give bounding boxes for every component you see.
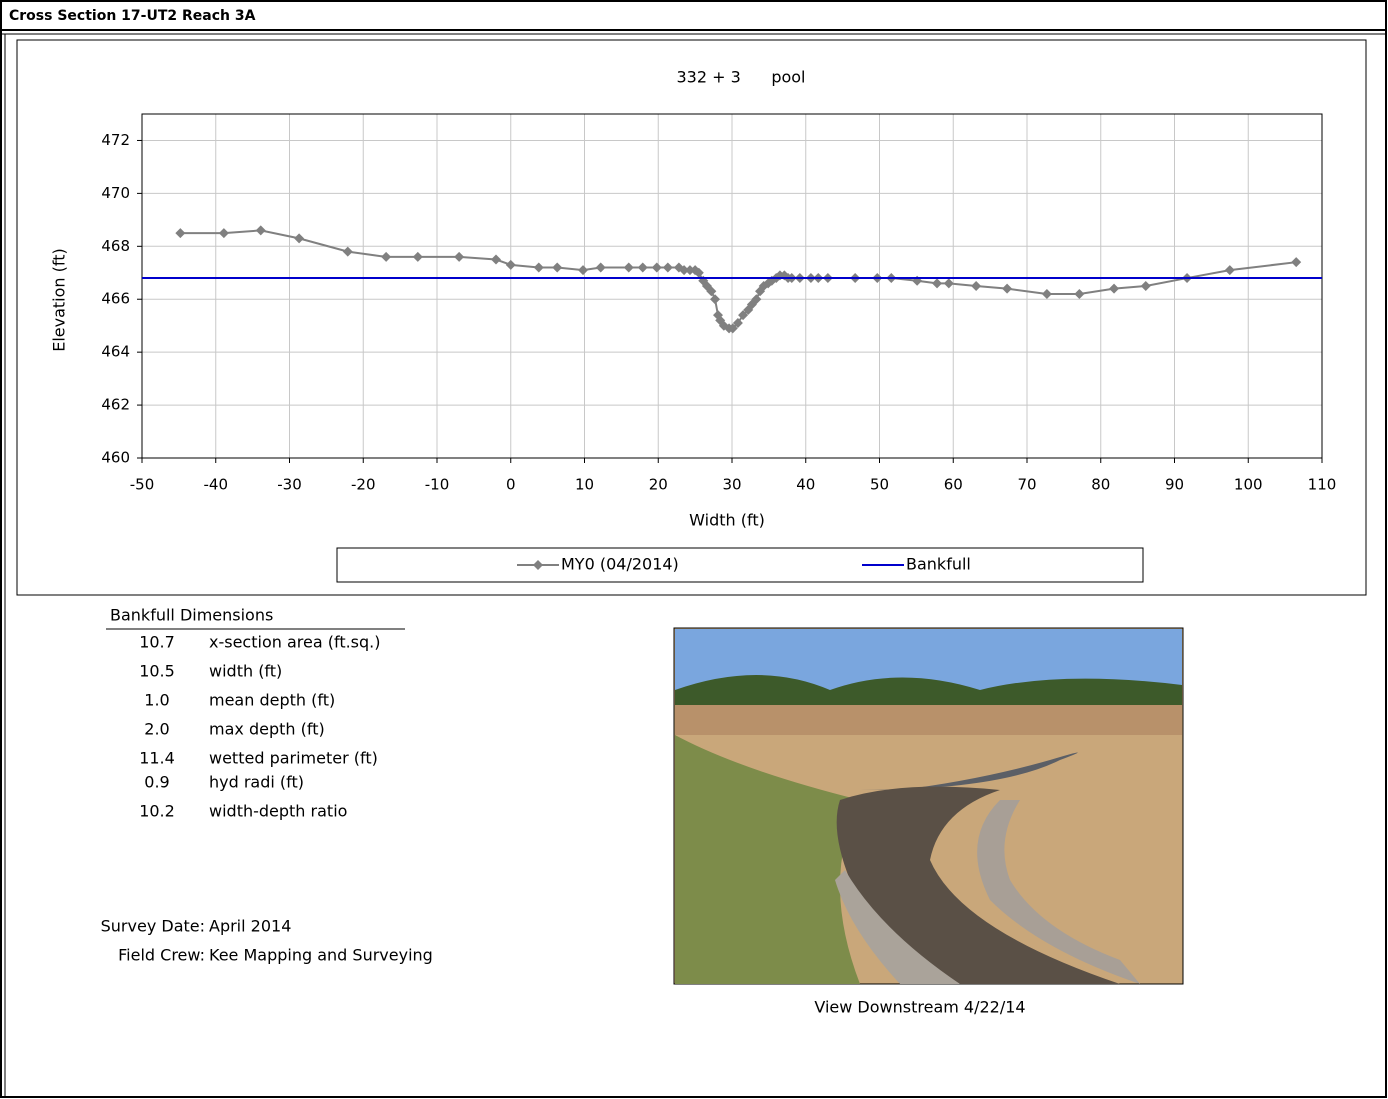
- y-tick-label: 466: [101, 290, 130, 308]
- survey-label: Field Crew:: [118, 946, 205, 965]
- data-point: [175, 228, 186, 239]
- data-point: [679, 265, 690, 276]
- x-tick-label: -30: [277, 476, 302, 494]
- legend-label: Bankfull: [906, 555, 971, 574]
- data-point: [1224, 265, 1235, 276]
- dimension-value: 0.9: [144, 773, 169, 792]
- survey-label: Survey Date:: [101, 917, 205, 936]
- survey-value: April 2014: [209, 917, 291, 936]
- x-tick-label: 30: [722, 476, 741, 494]
- survey-value: Kee Mapping and Surveying: [209, 946, 433, 965]
- data-point: [932, 278, 943, 289]
- data-point: [1074, 288, 1085, 299]
- y-tick-label: 468: [101, 237, 130, 255]
- data-point: [1109, 283, 1120, 294]
- photo-caption: View Downstream 4/22/14: [814, 998, 1025, 1017]
- data-point: [637, 262, 648, 273]
- data-point: [533, 262, 544, 273]
- x-tick-label: -50: [130, 476, 155, 494]
- data-point: [662, 262, 673, 273]
- dimension-value: 10.5: [139, 662, 175, 681]
- data-point: [505, 259, 516, 270]
- dimension-value: 2.0: [144, 720, 169, 739]
- legend-marker: [533, 560, 543, 570]
- x-tick-label: -20: [351, 476, 376, 494]
- x-tick-label: -10: [425, 476, 450, 494]
- x-tick-label: 60: [944, 476, 963, 494]
- dimensions-title: Bankfull Dimensions: [110, 606, 273, 625]
- dimension-value: 11.4: [139, 749, 175, 768]
- data-point: [412, 251, 423, 262]
- dimension-label: width-depth ratio: [209, 802, 347, 821]
- x-tick-label: 10: [575, 476, 594, 494]
- plot-area: [141, 113, 1323, 459]
- data-point: [255, 225, 266, 236]
- photo: [673, 627, 1184, 985]
- data-point: [218, 228, 229, 239]
- y-tick-label: 470: [101, 184, 130, 202]
- y-tick-label: 460: [101, 449, 130, 467]
- y-axis-label: Elevation (ft): [50, 248, 69, 352]
- x-tick-label: 90: [1165, 476, 1184, 494]
- data-point: [381, 251, 392, 262]
- data-point: [684, 265, 695, 276]
- data-point: [1041, 288, 1052, 299]
- dimension-label: mean depth (ft): [209, 691, 335, 710]
- dimension-label: hyd radi (ft): [209, 773, 304, 792]
- data-point: [1002, 283, 1013, 294]
- data-point: [623, 262, 634, 273]
- y-tick-label: 464: [101, 343, 130, 361]
- data-point: [751, 294, 762, 305]
- x-tick-label: 110: [1308, 476, 1337, 494]
- dimension-label: width (ft): [209, 662, 282, 681]
- header-title: Cross Section 17-UT2 Reach 3A: [9, 8, 256, 24]
- dimension-value: 10.2: [139, 802, 175, 821]
- data-point: [727, 323, 738, 334]
- dimension-label: x-section area (ft.sq.): [209, 633, 381, 652]
- data-point: [710, 294, 721, 305]
- data-point: [1291, 257, 1302, 268]
- data-point: [294, 233, 305, 244]
- dimension-label: max depth (ft): [209, 720, 325, 739]
- x-tick-label: 50: [870, 476, 889, 494]
- x-tick-label: 80: [1091, 476, 1110, 494]
- data-point: [454, 251, 465, 262]
- data-point: [342, 246, 353, 257]
- x-tick-label: 20: [649, 476, 668, 494]
- dimension-value: 1.0: [144, 691, 169, 710]
- data-point: [693, 267, 704, 278]
- x-tick-label: 40: [796, 476, 815, 494]
- data-point: [738, 310, 749, 321]
- data-point: [1140, 281, 1151, 291]
- x-axis-label: Width (ft): [689, 511, 765, 530]
- data-point: [706, 286, 717, 297]
- x-tick-label: 100: [1234, 476, 1263, 494]
- y-tick-label: 472: [101, 131, 130, 149]
- dimension-value: 10.7: [139, 633, 175, 652]
- x-tick-label: -40: [204, 476, 229, 494]
- legend-label: MY0 (04/2014): [561, 555, 679, 574]
- x-tick-label: 0: [506, 476, 516, 494]
- dimension-label: wetted parimeter (ft): [209, 749, 378, 768]
- data-point: [943, 278, 954, 289]
- legend: [336, 547, 1144, 583]
- data-point: [732, 318, 743, 329]
- x-tick-label: 70: [1017, 476, 1036, 494]
- data-point: [552, 262, 563, 273]
- y-tick-label: 462: [101, 396, 130, 414]
- data-point: [651, 262, 662, 273]
- data-point: [595, 262, 606, 273]
- chart-title: 332 + 3 pool: [677, 68, 806, 87]
- data-point: [971, 281, 982, 291]
- data-point: [578, 265, 589, 276]
- chart-frame: [16, 39, 1367, 596]
- data-point: [491, 254, 501, 265]
